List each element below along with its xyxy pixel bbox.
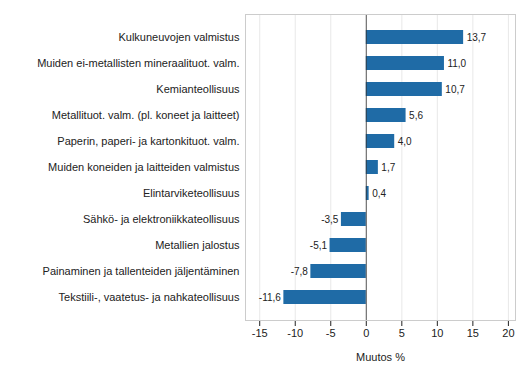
svg-text:20: 20 [502, 327, 514, 339]
svg-text:Metallien jalostus: Metallien jalostus [155, 239, 240, 251]
svg-text:Sähkö- ja elektroniikkateollis: Sähkö- ja elektroniikkateollisuus [83, 213, 240, 225]
svg-text:0: 0 [363, 327, 369, 339]
svg-text:Muutos %: Muutos % [356, 351, 405, 363]
svg-text:Metallituot. valm. (pl. koneet: Metallituot. valm. (pl. koneet ja laitte… [52, 109, 240, 121]
svg-text:Muiden koneiden ja laitteiden: Muiden koneiden ja laitteiden valmistus [48, 161, 240, 173]
svg-text:Tekstiili-, vaatetus- ja nahka: Tekstiili-, vaatetus- ja nahkateollisuus [59, 291, 240, 303]
svg-text:Kemianteollisuus: Kemianteollisuus [156, 83, 240, 95]
svg-text:-5: -5 [326, 327, 336, 339]
svg-text:0,4: 0,4 [372, 188, 386, 199]
svg-text:Kulkuneuvojen valmistus: Kulkuneuvojen valmistus [118, 31, 240, 43]
svg-text:5: 5 [399, 327, 405, 339]
svg-text:-5,1: -5,1 [310, 240, 328, 251]
svg-text:Muiden ei-metallisten mineraal: Muiden ei-metallisten mineraalituot. val… [37, 57, 239, 69]
svg-text:5,6: 5,6 [409, 110, 423, 121]
svg-text:-3,5: -3,5 [321, 214, 339, 225]
svg-text:10,7: 10,7 [445, 84, 465, 95]
svg-text:-7,8: -7,8 [291, 266, 309, 277]
svg-text:-10: -10 [287, 327, 303, 339]
svg-text:13,7: 13,7 [467, 32, 487, 43]
svg-text:-11,6: -11,6 [259, 292, 281, 303]
svg-text:4,0: 4,0 [398, 136, 412, 147]
svg-text:1,7: 1,7 [381, 162, 395, 173]
svg-text:Painaminen ja tallenteiden jäl: Painaminen ja tallenteiden jäljentäminen [43, 265, 240, 277]
svg-text:10: 10 [431, 327, 443, 339]
svg-text:11,0: 11,0 [447, 58, 466, 69]
svg-text:Elintarviketeollisuus: Elintarviketeollisuus [143, 187, 240, 199]
svg-text:-15: -15 [252, 327, 268, 339]
svg-text:15: 15 [467, 327, 479, 339]
svg-text:Paperin, paperi- ja kartonkitu: Paperin, paperi- ja kartonkituot. valm. [57, 135, 239, 147]
